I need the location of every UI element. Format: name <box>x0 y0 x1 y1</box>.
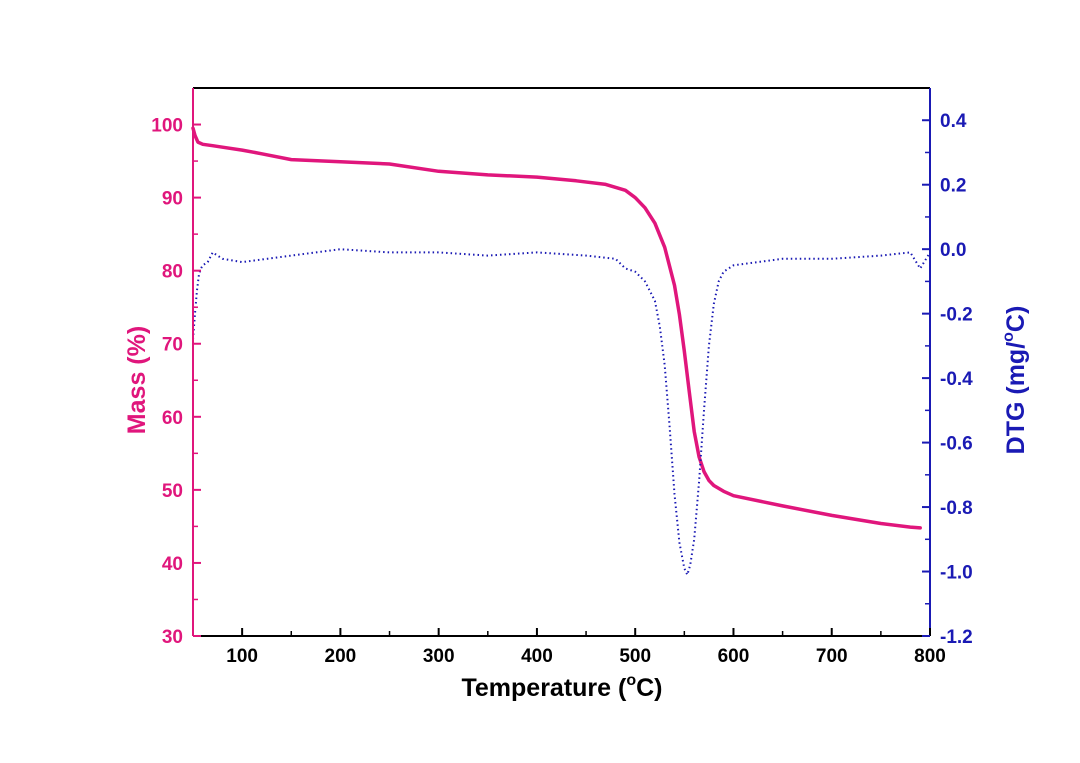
axes-layer <box>192 87 931 637</box>
y-right-axis-title-suffix: C) <box>1002 306 1030 332</box>
x-tick-label: 500 <box>619 646 651 667</box>
x-axis-title-sup: o <box>626 672 636 689</box>
y-right-tick-label: -1.2 <box>940 627 973 648</box>
ticks-layer: 100 200 300 400 500 600 700 800 30 40 50 60 70 80 90 10… <box>151 111 973 667</box>
y-right-axis-title-sup: o <box>1000 332 1017 342</box>
series-dtg-line <box>192 248 931 576</box>
x-tick-label: 600 <box>718 646 750 667</box>
y-right-axis-title: DTG (mg/oC) <box>1000 306 1030 455</box>
x-axis-title: Temperature (oC) <box>461 672 662 702</box>
x-axis-title-prefix: Temperature ( <box>461 674 627 702</box>
y-left-tick-label: 60 <box>162 408 183 429</box>
x-tick-label: 100 <box>226 646 258 667</box>
y-left-tick-label: 80 <box>162 262 183 283</box>
series-mass-line <box>191 126 922 530</box>
y-left-tick-label: 50 <box>162 481 183 502</box>
y-left-tick-label: 90 <box>162 189 183 210</box>
y-left-tick-label: 100 <box>151 116 183 137</box>
y-right-tick-label: -0.2 <box>940 305 973 326</box>
y-left-tick-label: 30 <box>162 627 183 648</box>
y-right-tick-label: -0.8 <box>940 498 973 519</box>
y-right-tick-label: 0.4 <box>940 111 967 132</box>
y-right-tick-label: 0.0 <box>940 240 966 261</box>
x-tick-label: 400 <box>521 646 553 667</box>
series-layer <box>191 126 931 576</box>
y-right-tick-label: -1.0 <box>940 563 973 584</box>
y-right-axis-title-prefix: DTG (mg/ <box>1002 342 1030 455</box>
y-left-tick-label: 40 <box>162 554 183 575</box>
x-tick-label: 200 <box>325 646 357 667</box>
y-right-tick-label: 0.2 <box>940 176 966 197</box>
x-tick-label: 300 <box>423 646 455 667</box>
x-tick-label: 800 <box>914 646 946 667</box>
y-left-tick-label: 70 <box>162 335 183 356</box>
y-left-axis-title: Mass (%) <box>123 326 151 434</box>
x-tick-label: 700 <box>816 646 848 667</box>
x-axis-title-suffix: C) <box>636 674 662 702</box>
y-right-tick-label: -0.6 <box>940 434 973 455</box>
y-right-tick-label: -0.4 <box>940 369 973 390</box>
